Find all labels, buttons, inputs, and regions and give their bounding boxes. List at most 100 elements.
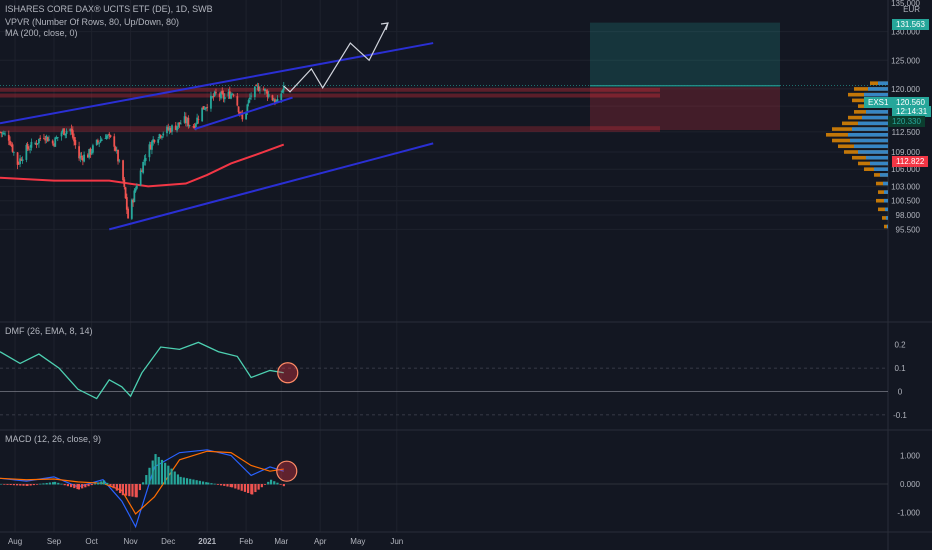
time-tick-label: Feb [239, 537, 253, 546]
candle-body-98 [169, 128, 172, 133]
candle-body-107 [186, 118, 188, 124]
candle-body-140 [245, 111, 247, 120]
candle-body-128 [222, 93, 225, 99]
candle-body-92 [159, 135, 162, 138]
dmf-legend[interactable]: DMF (26, EMA, 8, 14) [5, 326, 93, 336]
candle-body-95 [166, 126, 168, 134]
loss-zone [590, 87, 780, 131]
vpvr-bar-down-5 [876, 181, 888, 186]
currency-label: EUR [903, 5, 920, 14]
candle-body-115 [201, 107, 204, 122]
vpvr-bar-up-12 [850, 138, 888, 143]
candle-body-86 [149, 144, 152, 150]
candle-body-108 [187, 117, 190, 126]
candle-body-50 [86, 154, 89, 158]
candle-body-53 [90, 151, 93, 154]
candle-body-130 [227, 91, 230, 97]
candle-body-44 [74, 139, 77, 146]
candle-body-94 [162, 133, 165, 136]
macd-hist-bar [45, 482, 48, 485]
candle-body-148 [257, 86, 260, 91]
macd-hist-bar [247, 484, 250, 494]
macd-hist-bar [195, 480, 198, 485]
ma-legend[interactable]: MA (200, close, 0) [5, 28, 78, 38]
dmf-tick-label: 0.1 [894, 364, 906, 373]
macd-hist-bar [276, 482, 279, 485]
macd-hist-bar [157, 456, 160, 485]
candle-body-28 [46, 137, 49, 142]
candle-body-159 [276, 98, 279, 102]
candle-body-48 [81, 157, 84, 161]
long-position-box[interactable] [0, 22, 888, 131]
candle-body-162 [282, 85, 285, 91]
candle-body-149 [259, 89, 261, 91]
candle-body-141 [246, 104, 249, 112]
candle-body-158 [275, 100, 278, 103]
vpvr-bar-up-9 [866, 155, 888, 160]
candle-body-57 [98, 142, 101, 144]
candle-body-25 [43, 138, 45, 139]
projection-path[interactable] [283, 22, 389, 93]
macd-hist-bar [100, 481, 103, 485]
vpvr-legend[interactable]: VPVR (Number Of Rows, 80, Up/Down, 80) [5, 17, 180, 27]
macd-hist-bar [9, 484, 12, 486]
candle-body-16 [26, 143, 29, 149]
macd-hist-bar [173, 471, 176, 485]
vpvr-bar-up-16 [862, 115, 888, 120]
macd-hist-bar [90, 484, 93, 486]
trendline-2 [194, 96, 293, 131]
vpvr-bar-up-4 [884, 190, 888, 194]
macd-hist-bar [53, 481, 57, 485]
candle-body-136 [237, 106, 240, 113]
macd-legend[interactable]: MACD (12, 26, close, 9) [5, 434, 102, 444]
trendlines[interactable] [0, 42, 434, 231]
candle-body-151 [264, 88, 266, 91]
macd-hist-bar [176, 474, 180, 485]
candle-body-147 [256, 85, 259, 87]
macd-hist-bar [63, 484, 66, 486]
candle-body-96 [167, 127, 170, 130]
macd-hist-bar [73, 484, 76, 489]
macd-hist-bar [0, 484, 3, 485]
macd-hist-bar [39, 483, 42, 485]
candle-body-143 [248, 97, 251, 100]
vpvr-bar-down-4 [878, 190, 888, 194]
candle-body-118 [205, 107, 207, 109]
macd-hist-bar [19, 484, 22, 486]
macd-hist-bar [112, 484, 115, 489]
vpvr-bar-up-20 [864, 92, 888, 97]
macd-hist-bar [66, 484, 69, 487]
macd-hist-bar [12, 484, 15, 486]
candle-body-155 [271, 95, 274, 101]
candle-body-77 [133, 190, 136, 203]
candle-body-37 [63, 128, 65, 135]
vpvr-bar-up-0 [887, 224, 888, 229]
candle-body-127 [221, 90, 224, 94]
vpvr-bar-down-2 [878, 207, 888, 212]
price-tick-label: 130.000 [891, 28, 920, 37]
macd-hist-bar [42, 483, 45, 485]
ma200-polyline [0, 143, 285, 188]
dmf-pane [0, 341, 888, 416]
macd-hist-bar [160, 459, 164, 485]
vpvr-bar-up-7 [874, 167, 888, 171]
candle-body-116 [202, 106, 205, 110]
time-tick-label: Apr [314, 537, 327, 546]
candle-body-36 [61, 129, 64, 132]
candle-body-43 [73, 137, 75, 142]
macd-hist-bar [35, 484, 39, 485]
macd-hist-bar [118, 484, 122, 494]
candle-body-81 [140, 170, 143, 172]
macd-hist-bar [210, 483, 213, 485]
macd-hist-bar [151, 460, 154, 485]
candle-body-31 [53, 143, 55, 146]
candle-body-19 [30, 141, 33, 148]
macd-hist-bar [279, 484, 282, 485]
trendline-0 [0, 42, 434, 125]
vpvr-bar-up-14 [852, 127, 888, 131]
macd-hist-bar [231, 484, 234, 488]
candle-body-100 [174, 125, 177, 130]
candle-body-68 [117, 149, 119, 162]
macd-hist-bar [106, 482, 109, 485]
